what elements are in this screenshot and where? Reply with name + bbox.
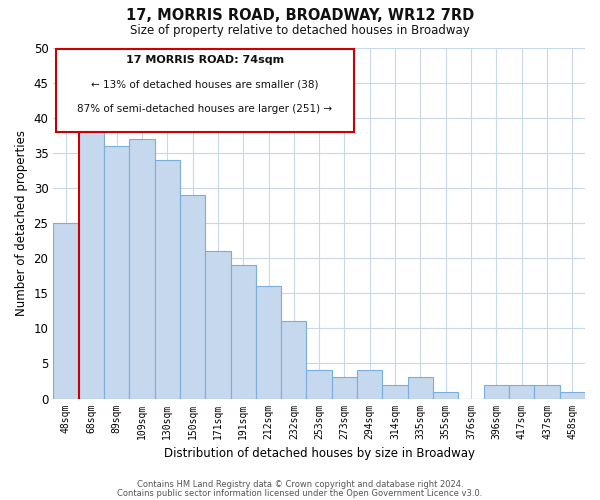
Bar: [230, 265, 256, 398]
Bar: [205, 251, 230, 398]
Bar: [53, 223, 79, 398]
Text: Size of property relative to detached houses in Broadway: Size of property relative to detached ho…: [130, 24, 470, 37]
Bar: [408, 378, 433, 398]
Bar: [307, 370, 332, 398]
Text: 87% of semi-detached houses are larger (251) →: 87% of semi-detached houses are larger (…: [77, 104, 332, 114]
Bar: [535, 384, 560, 398]
Bar: [332, 378, 357, 398]
Bar: [155, 160, 180, 398]
Text: Contains HM Land Registry data © Crown copyright and database right 2024.: Contains HM Land Registry data © Crown c…: [137, 480, 463, 489]
X-axis label: Distribution of detached houses by size in Broadway: Distribution of detached houses by size …: [164, 447, 475, 460]
Bar: [382, 384, 408, 398]
Text: 17 MORRIS ROAD: 74sqm: 17 MORRIS ROAD: 74sqm: [126, 54, 284, 64]
Bar: [180, 195, 205, 398]
Text: 17, MORRIS ROAD, BROADWAY, WR12 7RD: 17, MORRIS ROAD, BROADWAY, WR12 7RD: [126, 8, 474, 22]
Bar: [281, 322, 307, 398]
Bar: [256, 286, 281, 399]
Text: Contains public sector information licensed under the Open Government Licence v3: Contains public sector information licen…: [118, 488, 482, 498]
Bar: [357, 370, 382, 398]
Bar: [104, 146, 129, 399]
FancyBboxPatch shape: [56, 50, 354, 132]
Bar: [433, 392, 458, 398]
Bar: [560, 392, 585, 398]
Bar: [509, 384, 535, 398]
Bar: [79, 118, 104, 398]
Bar: [484, 384, 509, 398]
Text: ← 13% of detached houses are smaller (38): ← 13% of detached houses are smaller (38…: [91, 79, 319, 89]
Bar: [129, 139, 155, 398]
Y-axis label: Number of detached properties: Number of detached properties: [15, 130, 28, 316]
